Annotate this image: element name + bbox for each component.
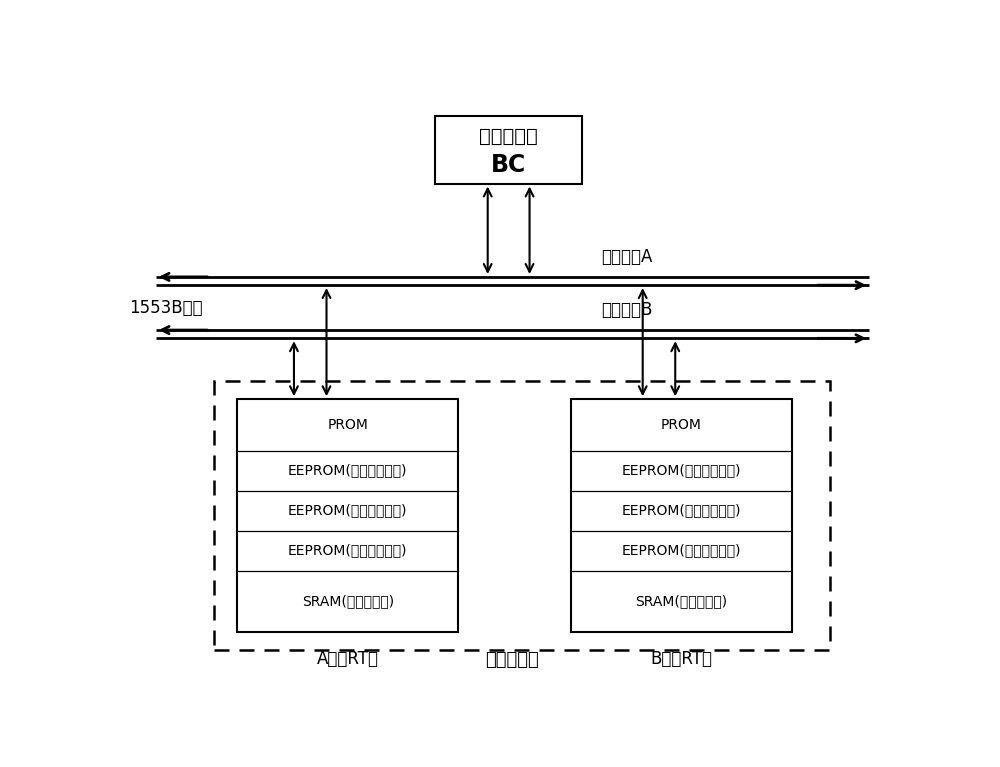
Text: 总线控制器: 总线控制器	[479, 127, 538, 146]
Text: EEPROM(代码备份区Ｂ): EEPROM(代码备份区Ｂ)	[288, 504, 408, 518]
Text: EEPROM(代码备份区Ｃ): EEPROM(代码备份区Ｃ)	[288, 544, 408, 558]
Bar	[214, 381, 830, 650]
Text: EEPROM(代码备份区ａ): EEPROM(代码备份区ａ)	[621, 464, 741, 478]
Text: 1553B总线: 1553B总线	[129, 298, 202, 317]
Text: 第二总线B: 第二总线B	[602, 301, 653, 319]
Text: PROM: PROM	[661, 418, 701, 432]
Text: BC: BC	[491, 153, 526, 176]
Text: 星载计算机: 星载计算机	[486, 651, 539, 669]
Text: EEPROM(代码备份区Ｃ): EEPROM(代码备份区Ｃ)	[621, 544, 741, 558]
Text: PROM: PROM	[327, 418, 368, 432]
Bar	[435, 116, 582, 183]
Bar	[237, 399, 458, 633]
Bar	[571, 399, 792, 633]
Text: EEPROM(代码备份区ａ): EEPROM(代码备份区ａ)	[288, 464, 408, 478]
Text: SRAM(代码运行区): SRAM(代码运行区)	[635, 594, 727, 608]
Text: B机（RT）: B机（RT）	[650, 650, 712, 668]
Text: SRAM(代码运行区): SRAM(代码运行区)	[302, 594, 394, 608]
Text: EEPROM(代码备份区Ｂ): EEPROM(代码备份区Ｂ)	[621, 504, 741, 518]
Text: 第一总线A: 第一总线A	[602, 249, 653, 266]
Text: A机（RT）: A机（RT）	[317, 650, 379, 668]
